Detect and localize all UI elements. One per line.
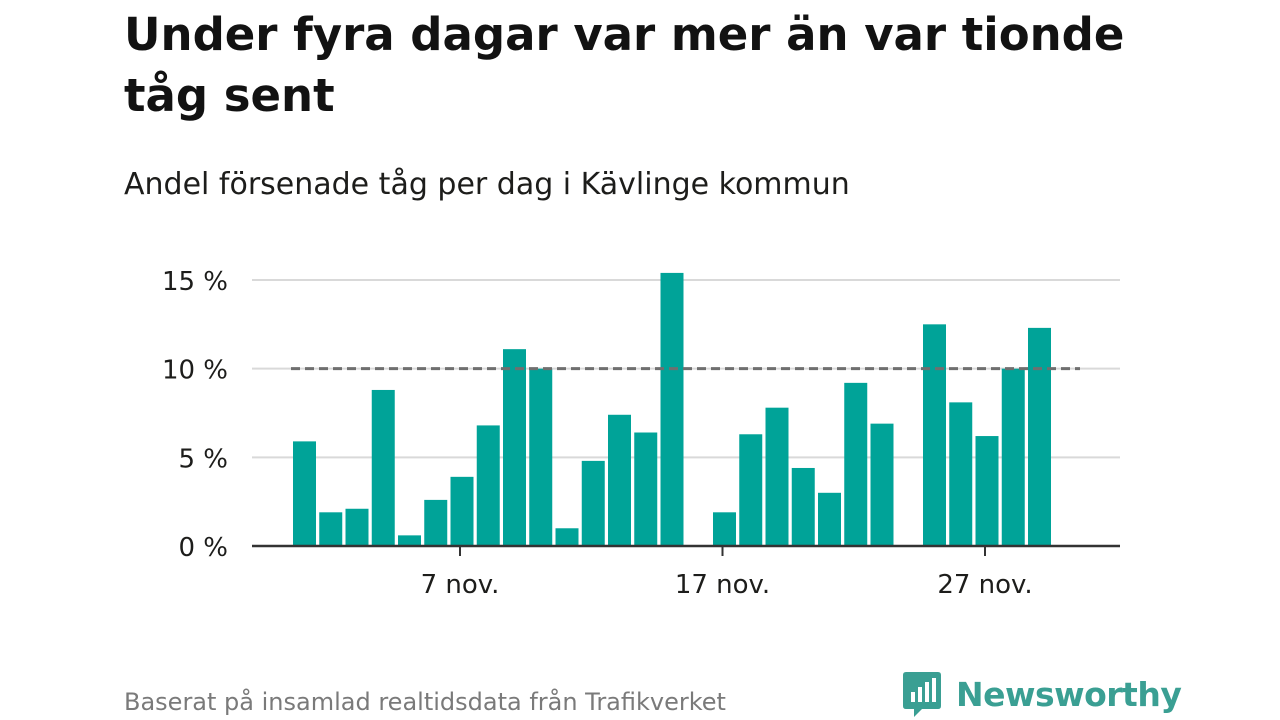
x-tick-label: 27 nov. <box>937 570 1032 600</box>
y-tick-label: 15 % <box>162 267 228 297</box>
brand-name: Newsworthy <box>956 674 1182 714</box>
newsworthy-logo-icon <box>903 672 941 717</box>
bar <box>634 432 658 546</box>
y-tick-label: 0 % <box>178 533 228 563</box>
bar <box>791 467 815 546</box>
x-tick-label: 17 nov. <box>675 570 770 600</box>
bar <box>660 272 684 546</box>
bar <box>739 434 763 546</box>
bar <box>371 389 395 546</box>
newsworthy-logo: Newsworthy <box>902 670 1182 718</box>
bar <box>818 492 841 546</box>
bar <box>450 476 474 546</box>
source-note: Baserat på insamlad realtidsdata från Tr… <box>124 688 726 716</box>
bar <box>345 508 369 546</box>
bar <box>398 535 421 546</box>
bar <box>608 414 631 546</box>
chart-title: Under fyra dagar var mer än var tionde t… <box>124 8 1125 122</box>
bar <box>476 425 500 546</box>
x-tick-label: 7 nov. <box>421 570 500 600</box>
bar <box>555 528 579 546</box>
bar <box>503 349 526 546</box>
bar <box>870 423 894 546</box>
bar <box>529 368 553 546</box>
bar <box>581 460 605 546</box>
bar <box>713 512 736 546</box>
bar <box>319 512 343 546</box>
bar <box>844 382 868 546</box>
bar <box>1001 368 1025 546</box>
bar <box>293 441 316 546</box>
y-tick-label: 10 % <box>162 356 228 386</box>
bar <box>975 436 999 546</box>
chart-subtitle: Andel försenade tåg per dag i Kävlinge k… <box>124 167 850 202</box>
axes: 0 % 5 % 10 % 15 % 7 nov. 17 nov. 27 nov. <box>162 267 1120 600</box>
bar <box>765 407 789 546</box>
bar <box>424 499 448 546</box>
bar <box>1028 327 1051 546</box>
y-tick-label: 5 % <box>178 444 228 474</box>
bars <box>293 272 1051 546</box>
bar <box>923 324 946 546</box>
bar <box>949 402 973 546</box>
